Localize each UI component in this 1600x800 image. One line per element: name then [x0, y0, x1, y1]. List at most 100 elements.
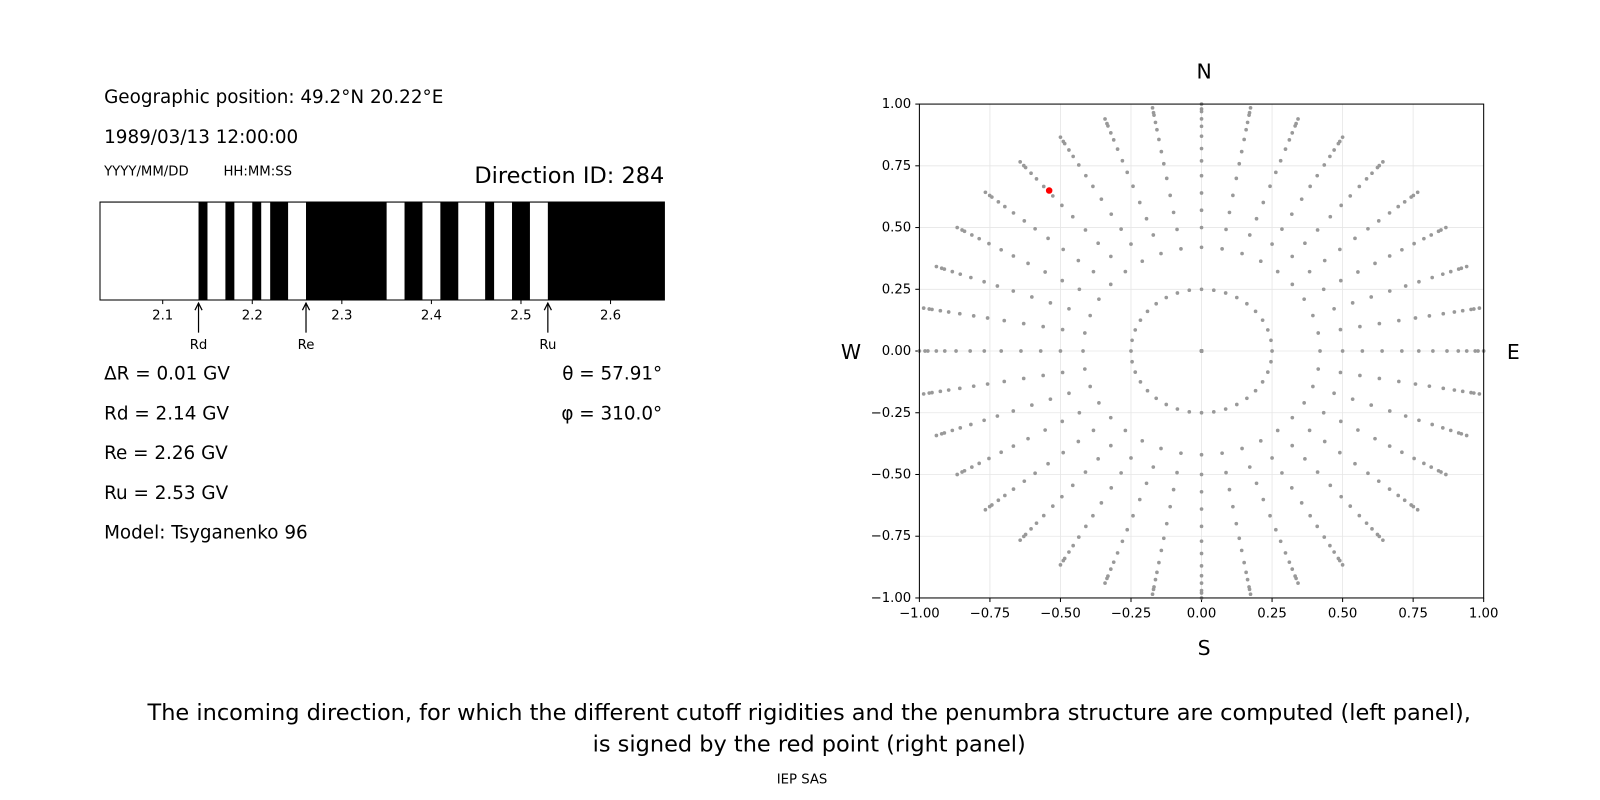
penumbra-segment [252, 202, 262, 300]
direction-point [982, 279, 986, 284]
direction-point [1070, 483, 1075, 488]
direction-point [1469, 307, 1473, 312]
direction-point [1108, 282, 1113, 287]
direction-point [1416, 349, 1421, 353]
direction-point [958, 272, 963, 277]
direction-point [1283, 147, 1288, 151]
direction-point [1268, 184, 1272, 189]
direction-point [1041, 373, 1045, 378]
direction-point [1048, 301, 1053, 305]
direction-point [1018, 538, 1023, 543]
direction-point [1164, 521, 1169, 526]
selected-direction [1045, 187, 1053, 194]
direction-point [1088, 313, 1093, 318]
direction-point [1081, 349, 1085, 353]
direction-point [1328, 154, 1332, 159]
y-tick-label: 0.75 [882, 159, 912, 174]
direction-point [921, 306, 926, 310]
direction-point [1199, 124, 1204, 129]
direction-point [987, 241, 991, 246]
direction-point [934, 349, 939, 353]
model: Model: Tsyganenko 96 [104, 523, 308, 544]
penumbra-segment [306, 202, 387, 300]
direction-point [982, 418, 986, 423]
direction-point [1338, 370, 1343, 375]
direction-point [1131, 184, 1135, 189]
direction-point [1356, 270, 1360, 274]
direction-point [1082, 331, 1087, 335]
direction-point [1332, 306, 1336, 311]
direction-point [1030, 403, 1034, 407]
direction-point [1144, 216, 1149, 221]
direction-point [1403, 414, 1408, 418]
direction-point [1103, 117, 1107, 121]
direction-point [1097, 401, 1101, 405]
direction-point [1091, 184, 1095, 189]
direction-point [1120, 539, 1125, 544]
direction-point [1077, 410, 1082, 415]
direction-point [1245, 301, 1249, 306]
direction-point [1242, 560, 1246, 565]
west-label: W [841, 340, 861, 364]
direction-point [1348, 504, 1353, 508]
direction-point [1439, 228, 1443, 232]
direction-point [1332, 550, 1336, 554]
direction-point [1199, 173, 1204, 178]
direction-point [1290, 131, 1295, 135]
direction-point [1199, 225, 1204, 230]
direction-point [1003, 493, 1007, 498]
direction-point [1299, 197, 1304, 202]
direction-point [1234, 176, 1239, 181]
direction-point [1071, 154, 1075, 159]
direction-point [1199, 287, 1204, 292]
direction-point [1311, 384, 1315, 389]
direction-point [934, 264, 939, 269]
direction-point [1050, 194, 1055, 198]
direction-point [1060, 327, 1065, 332]
direction-point [1111, 138, 1116, 142]
arrow-head [301, 301, 311, 311]
direction-point [921, 392, 926, 396]
direction-point [1366, 471, 1370, 476]
y-tick-label: 0.25 [882, 282, 912, 297]
direction-point [985, 316, 990, 320]
direction-point [1321, 287, 1326, 292]
direction-point [1477, 392, 1482, 396]
direction-point [970, 233, 974, 237]
direction-point [957, 386, 962, 391]
direction-point [1150, 105, 1155, 110]
direction-point [1153, 577, 1158, 582]
direction-point [1417, 279, 1421, 284]
penumbra-border [99, 201, 665, 301]
direction-point [1223, 407, 1228, 411]
direction-point [1021, 163, 1026, 168]
direction-point [1396, 318, 1401, 323]
direction-point [1376, 479, 1381, 484]
y-tick-label: −0.75 [871, 529, 912, 544]
direction-point [1091, 513, 1095, 518]
direction-point [1211, 409, 1216, 414]
direction-point [1280, 471, 1284, 475]
direction-point [987, 504, 992, 509]
caption-line: The incoming direction, for which the di… [147, 700, 1471, 726]
direction-point [983, 190, 988, 195]
direction-point [1387, 211, 1392, 215]
direction-point [1448, 269, 1453, 274]
direction-point [1290, 443, 1295, 448]
direction-point [1296, 581, 1300, 585]
direction-point [1091, 428, 1096, 433]
direction-point [1138, 380, 1143, 384]
direction-point [1199, 507, 1204, 511]
direction-point [1387, 409, 1392, 413]
direction-point [1400, 349, 1404, 353]
direction-point [1199, 245, 1204, 250]
direction-point [1227, 210, 1232, 215]
direction-point [1261, 497, 1266, 502]
direction-point [1452, 388, 1457, 392]
direction-point [1244, 570, 1248, 575]
direction-point [985, 382, 990, 386]
direction-point [1444, 225, 1448, 230]
direction-point [1411, 504, 1416, 509]
north-label: N [1196, 59, 1211, 83]
direction-point [1381, 538, 1385, 543]
